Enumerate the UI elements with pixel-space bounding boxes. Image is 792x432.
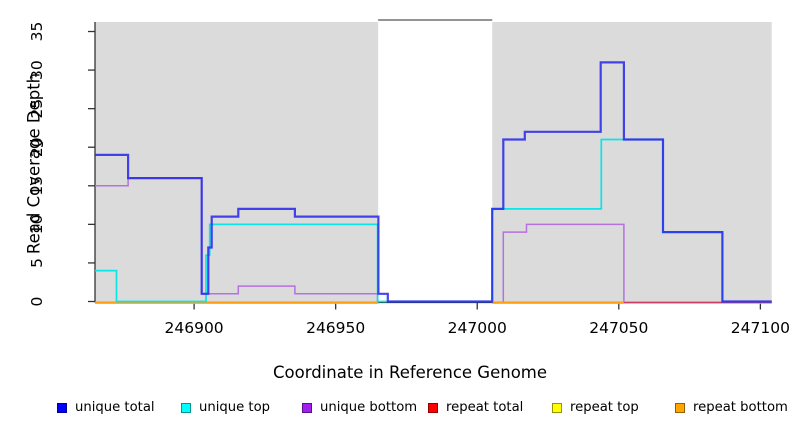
- legend: unique total unique top unique bottom repea…: [0, 399, 792, 417]
- legend-item-unique-total: unique total: [57, 399, 155, 417]
- x-tick-label: 247000: [448, 319, 507, 337]
- legend-item-repeat-bottom: repeat bottom: [675, 399, 788, 417]
- shaded-region: [492, 22, 772, 303]
- y-tick-label: 5: [28, 258, 46, 268]
- legend-item-repeat-top: repeat top: [552, 399, 639, 417]
- y-tick-label: 0: [28, 297, 46, 307]
- series-line-unique-bottom: [95, 177, 379, 302]
- y-tick-label: 30: [28, 60, 46, 80]
- series-line-unique-bottom: [502, 223, 625, 302]
- x-tick-label: 247100: [731, 319, 790, 337]
- shaded-region: [95, 22, 379, 303]
- series-line-unique-total: [95, 61, 772, 303]
- legend-swatch-icon: [302, 403, 312, 413]
- legend-item-unique-top: unique top: [181, 399, 270, 417]
- y-tick-label: 15: [28, 176, 46, 196]
- legend-item-unique-bottom: unique bottom: [302, 399, 417, 417]
- y-axis-title: Read Coverage Depth: [24, 72, 44, 255]
- legend-label: repeat total: [446, 400, 524, 415]
- legend-swatch-icon: [181, 403, 191, 413]
- legend-label: unique total: [75, 400, 155, 415]
- y-tick-label: 25: [28, 99, 46, 119]
- x-tick-label: 246900: [165, 319, 224, 337]
- legend-swatch-icon: [675, 403, 685, 413]
- legend-label: repeat bottom: [693, 400, 788, 415]
- y-tick-label: 20: [28, 137, 46, 157]
- legend-swatch-icon: [57, 403, 67, 413]
- legend-label: repeat top: [570, 400, 639, 415]
- legend-label: unique bottom: [320, 400, 418, 415]
- x-tick-label: 247050: [589, 319, 648, 337]
- legend-item-repeat-total: repeat total: [428, 399, 523, 417]
- y-tick-label: 10: [28, 214, 46, 234]
- y-tick-label: 35: [28, 22, 46, 42]
- x-tick-label: 246950: [306, 319, 365, 337]
- legend-swatch-icon: [552, 403, 562, 413]
- legend-label: unique top: [199, 400, 271, 415]
- legend-swatch-icon: [428, 403, 438, 413]
- x-axis-title: Coordinate in Reference Genome: [272, 363, 548, 382]
